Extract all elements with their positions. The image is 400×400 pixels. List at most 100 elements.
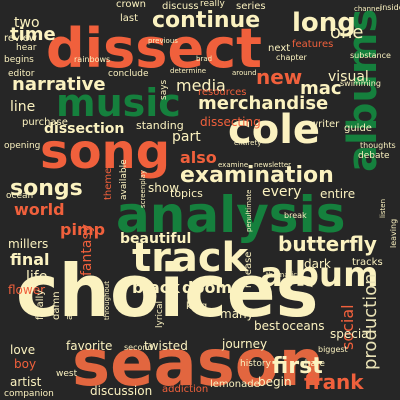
word-screenplay: screenplay [139, 169, 147, 208]
word-leaving: leaving [389, 218, 398, 248]
word-listen: listen [379, 198, 387, 218]
word-also: also [180, 148, 217, 167]
word-crown: crown [116, 0, 147, 10]
word-dissecting: dissecting [200, 115, 261, 129]
word-dissection: dissection [44, 121, 125, 137]
word-album: album [260, 255, 379, 295]
word-dissect: dissect [46, 17, 262, 80]
word-newsletter: newsletter [254, 161, 292, 169]
word-life: life [26, 269, 48, 285]
word-features: features [292, 39, 334, 50]
word-release: release [243, 251, 254, 288]
word-available: available [119, 159, 129, 200]
word-says: says [159, 79, 169, 100]
word-media: media [176, 76, 226, 95]
word-doom: doom [182, 278, 233, 297]
word-continue: continue [152, 8, 261, 33]
word-swimming: swimming [340, 79, 381, 88]
word-show: show [148, 181, 180, 195]
word-favorite: favorite [66, 339, 113, 353]
word-guide: guide [344, 123, 372, 134]
word-time: time [10, 24, 56, 45]
word-dark: dark [304, 257, 331, 271]
word-second: second [124, 343, 153, 352]
word-attempt: attempt [65, 283, 75, 320]
word-love: love [10, 343, 36, 357]
word-purchase: purchase [22, 117, 68, 128]
word-king: king [186, 301, 208, 312]
word-next: next [268, 43, 291, 54]
word-millers: millers [8, 237, 49, 251]
word-first: first [272, 354, 323, 379]
word-hear: hear [16, 43, 37, 53]
word-break: break [284, 211, 307, 220]
word-debate: debate [358, 151, 390, 161]
word-new: new [256, 65, 303, 89]
word-beautiful: beautiful [120, 231, 192, 247]
word-history: history [240, 359, 271, 369]
word-final: final [10, 250, 50, 269]
word-review: review [4, 33, 38, 44]
word-fantasy: fantasy [79, 223, 95, 276]
word-journey: journey [222, 337, 268, 351]
word-writer: writer [310, 119, 340, 130]
word-narrative: narrative [12, 74, 106, 95]
word-music: music [56, 81, 181, 125]
word-merchandise: merchandise [198, 93, 329, 114]
word-song: song [40, 124, 171, 180]
word-one: one [330, 22, 364, 43]
word-standing: standing [136, 119, 184, 132]
word-analysis: analysis [116, 186, 346, 244]
word-world: world [14, 200, 65, 219]
word-around: around [232, 69, 257, 77]
word-best: best [254, 319, 280, 333]
word-lyrical: lyrical [155, 301, 165, 328]
word-last: last [120, 13, 139, 24]
word-begins: begins [4, 55, 34, 65]
word-biggest: biggest [318, 345, 348, 354]
word-choices: choices [16, 249, 319, 333]
word-tracks: tracks [352, 257, 383, 268]
word-frank: frank [304, 370, 364, 394]
word-inside: inside [380, 3, 400, 12]
word-boy: boy [14, 357, 37, 371]
word-twisted: twisted [144, 339, 188, 353]
word-special: special [330, 327, 372, 341]
word-many: many [220, 307, 254, 321]
word-season: season [72, 327, 325, 400]
word-thematic: thematic [266, 271, 298, 279]
word-flower: flower [8, 283, 46, 297]
word-previous: previous [148, 37, 178, 45]
word-thoughts: thoughts [360, 141, 396, 150]
word-every: every [262, 184, 302, 200]
word-addiction: addiction [162, 384, 209, 395]
word-themes: themes [103, 162, 114, 200]
word-companion: companion [4, 389, 54, 399]
word-entire: entire [320, 187, 356, 201]
word-examine: examine [218, 161, 249, 169]
word-part: part [172, 129, 201, 145]
word-visual: visual [328, 69, 369, 85]
word-discussion: discussion [90, 384, 153, 398]
word-begin: begin [258, 375, 292, 389]
word-entirety: entirety [234, 139, 262, 147]
word-topics: topics [170, 187, 203, 200]
word-west: west [56, 369, 78, 379]
word-discuss: discuss [162, 1, 199, 12]
word-oceans: oceans [282, 319, 325, 333]
word-conclude: conclude [108, 69, 149, 79]
word-opening: opening [4, 141, 41, 151]
word-songs: songs [10, 176, 83, 201]
word-rainbows: rainbows [74, 55, 111, 64]
word-chapter: chapter [276, 53, 307, 62]
word-damn: damn [51, 291, 62, 320]
word-examination: examination [180, 163, 334, 188]
word-pimp: pimp [60, 220, 106, 239]
word-ocean: ocean [6, 191, 34, 201]
word-lemonade: lemonade [210, 379, 260, 390]
word-editor: editor [8, 69, 35, 79]
word-butterfly: butterfly [278, 232, 377, 256]
word-brad: brad [196, 55, 213, 63]
word-finally: finally [35, 289, 46, 320]
word-artist: artist [10, 375, 42, 389]
